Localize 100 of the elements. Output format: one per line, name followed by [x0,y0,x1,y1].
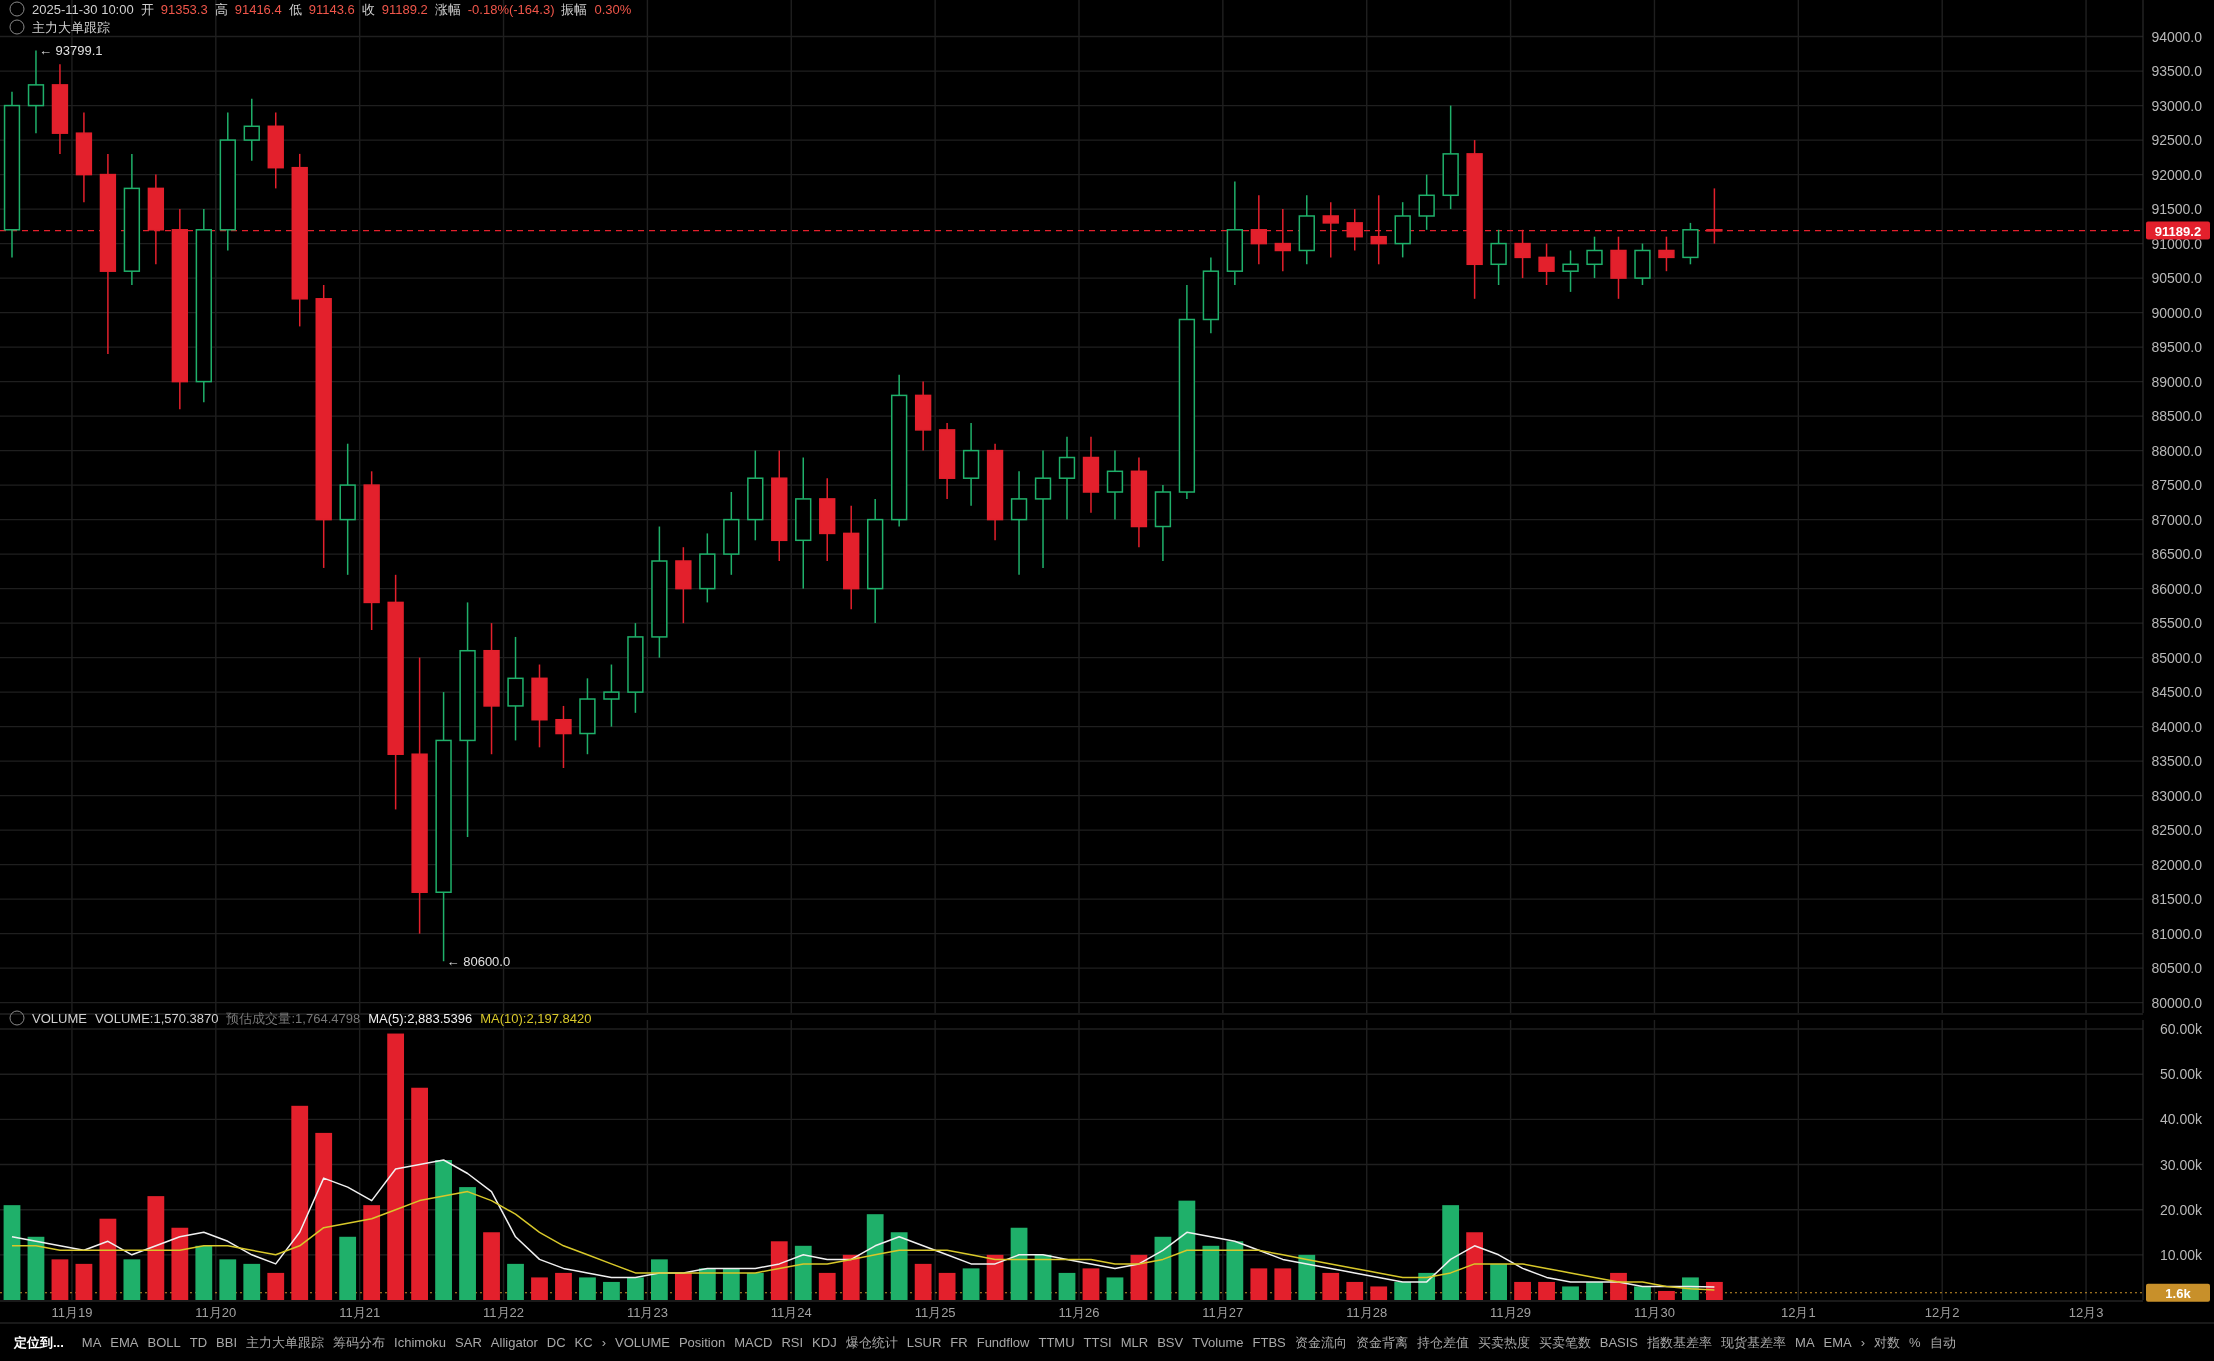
x-tick-label: 11月26 [1058,1305,1100,1320]
bar [1346,1281,1364,1300]
text: › [601,1335,606,1350]
annotation: 0.30% [594,2,632,17]
x-tick-label: 12月3 [2068,1305,2104,1320]
bar [1058,1272,1076,1300]
text: Ichimoku [394,1335,447,1350]
annotation: ← 80600.0 [446,954,511,970]
text: 对数 [1874,1335,1901,1350]
chart-title: VOLUME [32,1011,88,1026]
text: BASIS [1599,1335,1639,1350]
bar [27,1236,45,1300]
text: MA [81,1335,102,1350]
x-tick-label: 11月20 [195,1305,237,1320]
bar [51,1259,69,1300]
y-tick-label: 88500.0 [2151,408,2203,425]
y-tick-label: 88000.0 [2151,442,2203,459]
text: 自动 [1929,1335,1956,1350]
y-tick-label: 92000.0 [2151,166,2203,183]
y-tick-label: 81000.0 [2151,925,2203,942]
annotation: 开 [140,2,154,17]
y-tick-label: 10.00k [2159,1246,2203,1263]
bar [1610,1272,1627,1300]
annotation: MA(5):2,883.5396 [368,1011,473,1026]
y-tick-label: 85500.0 [2151,615,2203,632]
bar [842,1254,860,1300]
bar [1298,1254,1316,1300]
bar [1178,1200,1196,1300]
y-tick-label: 81500.0 [2151,891,2203,908]
y-tick-label: 94000.0 [2151,28,2203,45]
text: TVolume [1192,1335,1244,1350]
bar [75,1263,93,1300]
bar [1394,1281,1412,1300]
bar [1154,1236,1172,1300]
y-tick-label: 83500.0 [2151,753,2203,770]
y-tick-label: 60.00k [2159,1021,2203,1038]
annotation: 2025-11-30 10:00 [32,2,134,17]
text: EMA [110,1335,139,1350]
y-tick-label: 84500.0 [2151,684,2203,701]
x-tick-label: 11月22 [483,1305,525,1320]
text: BOLL [147,1335,181,1350]
bar [1442,1205,1460,1300]
annotation: 91143.6 [308,2,355,17]
text: 现货基差率 [1721,1335,1787,1350]
bar [1082,1268,1100,1300]
line-series [11,1159,1716,1288]
text: › [1860,1335,1866,1350]
y-tick-label: 80500.0 [2151,960,2203,977]
y-tick-label: 84000.0 [2151,718,2203,735]
bar [99,1218,117,1300]
y-tick-label: 89000.0 [2151,373,2203,390]
bar [770,1241,788,1300]
y-tick-label: 20.00k [2159,1201,2203,1218]
text: MA [1795,1335,1815,1350]
y-tick-label: 91500.0 [2151,201,2203,218]
y-tick-label: 89500.0 [2151,339,2203,356]
bar [603,1281,620,1300]
bar [1514,1281,1531,1300]
bar [794,1245,812,1300]
bar [459,1187,476,1300]
y-tick-label: 87000.0 [2151,511,2203,528]
x-tick-label: 11月23 [626,1305,668,1320]
bar [1634,1286,1651,1300]
annotation: 91416.4 [234,2,282,17]
y-tick-label: 86500.0 [2151,546,2203,563]
text: TTMU [1038,1335,1075,1350]
bar [267,1272,285,1300]
x-tick-label: 11月27 [1202,1305,1244,1320]
bar [890,1232,908,1300]
bar [1034,1254,1052,1300]
bar [147,1196,165,1300]
x-tick-label: 11月30 [1633,1305,1675,1320]
annotation: ← 93799.1 [38,43,103,59]
bar [1010,1227,1028,1300]
text: EMA [1823,1335,1853,1350]
annotation: VOLUME:1,570.3870 [94,1011,219,1026]
annotation: -0.18%(-164.3) [467,2,555,17]
x-tick-label: 11月29 [1490,1305,1532,1320]
bar [195,1245,213,1300]
bar [531,1277,548,1300]
bar [171,1227,189,1300]
x-tick-label: 11月24 [770,1305,812,1320]
text: % [1909,1335,1922,1350]
text: SAR [455,1335,482,1350]
bar [3,1205,21,1300]
bar [818,1272,836,1300]
annotation: 振幅 [561,2,588,17]
bar [1130,1254,1148,1300]
bar [1106,1277,1124,1300]
text: 持仓差值 [1416,1335,1469,1350]
annotation: 低 [288,2,302,17]
bar [914,1263,932,1300]
bar [411,1087,428,1300]
text: 主力大单跟踪 [246,1335,325,1350]
text: 资金背离 [1355,1335,1408,1350]
bar [291,1105,309,1300]
y-tick-label: 90000.0 [2151,304,2203,321]
y-tick-label: 82500.0 [2151,822,2203,839]
bar [938,1272,956,1300]
text: DC [546,1335,566,1350]
